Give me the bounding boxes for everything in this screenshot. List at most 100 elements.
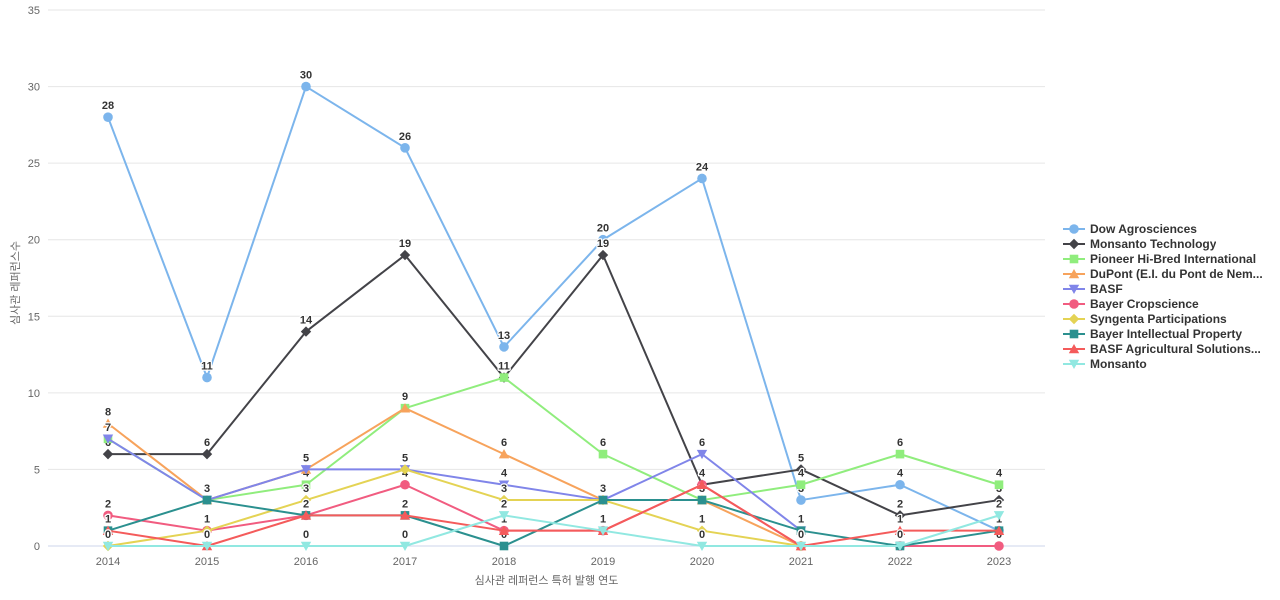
data-point[interactable] <box>498 494 510 506</box>
legend-item-label: Dow Agrosciences <box>1090 221 1197 236</box>
data-point[interactable] <box>103 510 113 521</box>
data-point[interactable] <box>400 143 410 153</box>
x-tick-label: 2022 <box>888 556 912 568</box>
data-point[interactable] <box>796 495 806 505</box>
data-point[interactable] <box>795 464 807 475</box>
data-point[interactable] <box>301 81 311 92</box>
data-point[interactable] <box>894 525 906 535</box>
data-label: 6 <box>897 437 903 449</box>
data-point[interactable] <box>103 112 113 122</box>
data-point[interactable] <box>993 525 1005 535</box>
data-point[interactable] <box>399 464 411 475</box>
data-point[interactable] <box>994 480 1004 490</box>
data-label: 5 <box>798 452 804 464</box>
data-point[interactable] <box>696 479 708 490</box>
data-point[interactable] <box>102 434 114 444</box>
data-point[interactable] <box>201 448 213 460</box>
data-point[interactable] <box>795 541 807 551</box>
data-label: 0 <box>798 529 804 541</box>
data-label: 4 <box>501 468 508 480</box>
data-point[interactable] <box>499 342 509 352</box>
legend-item[interactable]: Bayer Intellectual Property <box>1063 326 1278 341</box>
data-point[interactable] <box>994 541 1004 551</box>
data-point[interactable] <box>399 541 411 551</box>
legend-item[interactable]: BASF Agricultural Solutions... <box>1063 341 1278 356</box>
data-label: 3 <box>699 483 705 495</box>
data-point[interactable] <box>894 541 906 551</box>
data-point[interactable] <box>697 495 707 505</box>
data-label: 5 <box>402 452 408 464</box>
data-point[interactable] <box>300 465 312 475</box>
data-point[interactable] <box>300 326 312 337</box>
data-label: 2 <box>105 498 111 510</box>
data-point[interactable] <box>993 494 1005 506</box>
data-point[interactable] <box>201 525 213 536</box>
data-point[interactable] <box>597 526 609 536</box>
data-point[interactable] <box>696 541 708 551</box>
data-point[interactable] <box>300 494 312 506</box>
data-point[interactable] <box>498 480 510 490</box>
data-point[interactable] <box>696 449 708 460</box>
data-point[interactable] <box>598 234 608 245</box>
legend-item[interactable]: Dow Agrosciences <box>1063 221 1278 236</box>
legend-item[interactable]: BASF <box>1063 281 1278 296</box>
legend-item[interactable]: Monsanto Technology <box>1063 236 1278 251</box>
data-point[interactable] <box>895 479 905 490</box>
legend-item-label: Pioneer Hi-Bred International <box>1090 251 1257 266</box>
data-label: 2 <box>996 498 1002 510</box>
data-point[interactable] <box>796 526 806 535</box>
data-label: 8 <box>105 406 111 418</box>
data-point[interactable] <box>400 479 410 490</box>
data-label: 4 <box>699 468 706 480</box>
legend-item-label: Monsanto <box>1090 356 1147 371</box>
data-point[interactable] <box>201 541 213 551</box>
data-label: 4 <box>303 468 310 480</box>
data-point[interactable] <box>499 373 509 382</box>
data-point[interactable] <box>300 510 312 520</box>
data-point[interactable] <box>102 525 114 535</box>
data-point[interactable] <box>498 525 510 535</box>
data-label: 5 <box>303 452 309 464</box>
data-point[interactable] <box>993 511 1005 521</box>
legend-item[interactable]: Syngenta Participations <box>1063 311 1278 326</box>
data-label: 1 <box>105 514 111 526</box>
data-label: 3 <box>501 483 507 495</box>
x-tick-label: 2019 <box>591 556 615 568</box>
data-point[interactable] <box>102 418 114 428</box>
data-point[interactable] <box>894 510 906 521</box>
data-point[interactable] <box>300 541 312 551</box>
legend-item[interactable]: Pioneer Hi-Bred International <box>1063 251 1278 266</box>
data-point[interactable] <box>102 448 114 460</box>
data-point[interactable] <box>498 449 510 459</box>
data-point[interactable] <box>598 449 608 459</box>
series-monsanto-technology: 6 6 14 19 11 19 4 5 2 3 <box>102 237 1005 521</box>
data-point[interactable] <box>598 495 608 505</box>
data-label: 3 <box>600 483 606 495</box>
data-point[interactable] <box>399 249 411 261</box>
legend-item-label: Syngenta Participations <box>1090 311 1227 326</box>
data-point[interactable] <box>202 372 212 383</box>
data-label: 4 <box>699 468 706 480</box>
data-point[interactable] <box>895 449 905 459</box>
data-point[interactable] <box>399 403 411 413</box>
data-point[interactable] <box>202 495 212 505</box>
y-tick-label: 15 <box>28 311 40 323</box>
data-label: 6 <box>501 437 507 449</box>
data-point[interactable] <box>301 480 311 490</box>
data-point[interactable] <box>597 249 609 261</box>
data-point[interactable] <box>796 480 806 490</box>
data-label: 11 <box>498 361 510 373</box>
legend-item[interactable]: DuPont (E.I. du Pont de Nem... <box>1063 266 1278 281</box>
data-point[interactable] <box>102 541 114 551</box>
legend-item[interactable]: Monsanto <box>1063 356 1278 371</box>
data-point[interactable] <box>399 510 411 520</box>
legend-item[interactable]: Bayer Cropscience <box>1063 296 1278 311</box>
data-point[interactable] <box>696 525 708 536</box>
data-point[interactable] <box>498 511 510 521</box>
data-label: 4 <box>897 468 904 480</box>
data-label: 1 <box>204 514 210 526</box>
data-point[interactable] <box>697 173 707 184</box>
data-label: 1 <box>600 514 606 526</box>
data-point[interactable] <box>499 541 509 551</box>
x-tick-label: 2016 <box>294 556 318 568</box>
